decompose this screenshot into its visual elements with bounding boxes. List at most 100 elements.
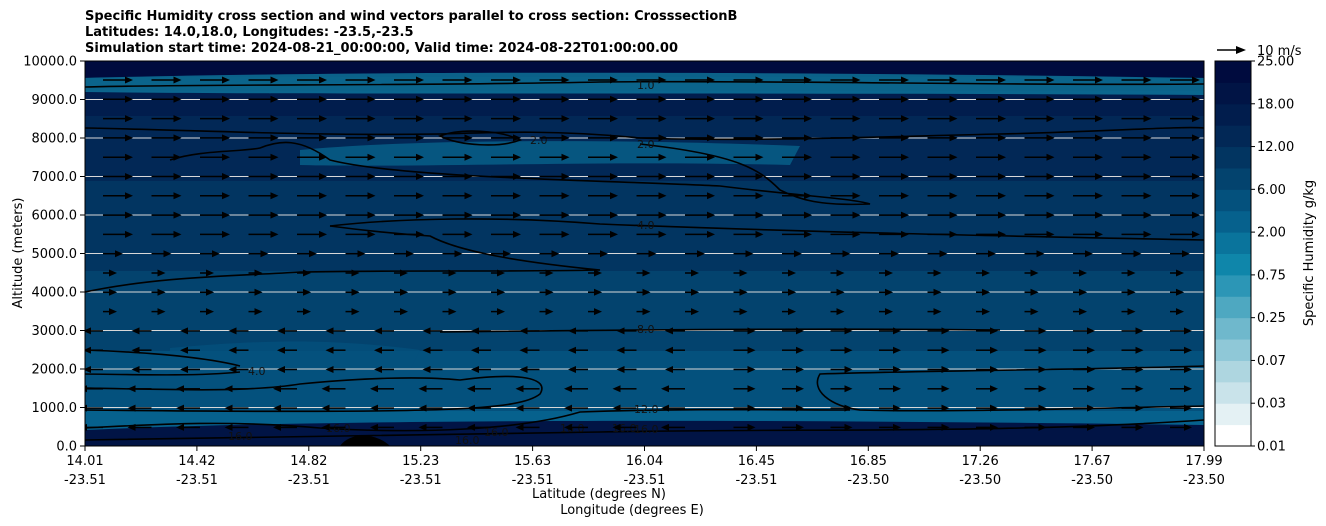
wind-arrow <box>733 385 756 393</box>
wind-arrow-head <box>545 308 554 316</box>
wind-arrow <box>830 230 861 238</box>
chart-title: Specific Humidity cross section and wind… <box>85 9 737 57</box>
wind-arrow <box>394 134 424 142</box>
wind-arrow <box>661 404 685 412</box>
wind-arrow-head <box>319 173 327 180</box>
wind-arrow-head <box>836 308 845 316</box>
wind-arrow <box>297 211 327 219</box>
wind-arrow-head <box>1176 288 1184 296</box>
wind-arrow <box>782 153 812 161</box>
wind-arrow <box>782 404 804 412</box>
wind-arrow <box>422 327 443 335</box>
wind-arrow-head <box>515 385 524 393</box>
colorbar-frame <box>1214 60 1252 447</box>
wind-arrow <box>665 366 685 373</box>
wind-arrow-head <box>755 211 764 219</box>
wind-arrow <box>1170 250 1190 258</box>
wind-arrow <box>1170 153 1200 161</box>
wind-arrow <box>442 250 463 258</box>
wind-arrow-head <box>1085 250 1093 258</box>
wind-arrow-head <box>448 308 457 316</box>
wind-arrow-head <box>836 269 845 277</box>
wind-arrow <box>588 211 618 219</box>
contour-line <box>85 419 1204 441</box>
wind-arrow-head <box>1143 211 1152 219</box>
wind-arrow-head <box>990 423 998 431</box>
wind-arrow-head <box>416 153 424 161</box>
wind-arrow <box>927 173 958 180</box>
wind-arrow <box>539 134 570 142</box>
wind-arrow <box>976 192 1006 200</box>
wind-arrow-head <box>852 153 861 161</box>
wind-arrow-head <box>658 173 667 180</box>
wind-arrow-head <box>273 423 281 431</box>
wind-arrow <box>151 134 182 142</box>
wind-arrow <box>830 76 861 84</box>
wind-arrow <box>1024 327 1047 335</box>
wind-arrow <box>370 385 394 393</box>
wind-arrow <box>879 173 909 180</box>
wind-arrow-head <box>852 95 861 103</box>
wind-arrow <box>1073 423 1095 431</box>
wind-arrow-head <box>665 346 673 354</box>
wind-arrow <box>127 404 152 412</box>
colorbar-segment <box>1215 125 1251 148</box>
wind-arrow <box>1073 115 1103 123</box>
wind-arrow <box>782 327 804 335</box>
wind-arrow <box>1073 192 1103 200</box>
wind-arrow-head <box>610 211 618 219</box>
wind-arrow <box>539 192 570 200</box>
wind-arrow-head <box>1095 211 1103 219</box>
wind-arrow <box>733 308 748 316</box>
y-tick-label: 0.0 <box>56 440 77 455</box>
wind-arrow <box>879 385 901 393</box>
wind-arrow-head <box>157 308 166 316</box>
wind-arrow-head <box>561 211 570 219</box>
wind-arrow-head <box>367 134 376 142</box>
wind-arrow-head <box>351 269 360 277</box>
wind-arrow-head <box>1079 269 1087 277</box>
wind-arrow-head <box>1135 404 1144 412</box>
wind-arrow <box>879 230 909 238</box>
wind-arrow <box>685 76 715 84</box>
wind-arrow-head <box>325 366 334 373</box>
wind-arrow-head <box>1135 385 1144 393</box>
wind-arrow-head <box>173 134 182 142</box>
wind-arrow <box>782 288 796 296</box>
wind-arrow-head <box>658 192 667 200</box>
wind-arrow-head <box>844 385 853 393</box>
wind-arrow-head <box>1133 250 1142 258</box>
wind-arrow <box>491 269 505 277</box>
wind-arrow-head <box>1079 308 1087 316</box>
x-tick-label-lat: 14.42 <box>178 454 215 469</box>
wind-arrow <box>879 211 909 219</box>
wind-arrow-head <box>642 308 651 316</box>
wind-arrow <box>151 76 182 84</box>
wind-arrow-head <box>747 327 756 335</box>
wind-arrow-head <box>844 423 853 431</box>
wind-arrow-head <box>115 250 123 258</box>
wind-arrow <box>180 366 200 373</box>
wind-arrow <box>345 192 376 200</box>
wind-arrow-head <box>988 250 996 258</box>
wind-arrow-head <box>418 404 427 412</box>
wind-arrow-head <box>464 76 473 84</box>
wind-arrow <box>1024 366 1047 373</box>
wind-arrow <box>442 269 457 277</box>
wind-arrow-head <box>1192 134 1200 142</box>
wind-arrow-head <box>804 95 812 103</box>
wind-arrow-head <box>374 346 382 354</box>
wind-arrow <box>830 327 853 335</box>
wind-arrow-head <box>206 269 214 277</box>
wind-arrow-head <box>464 153 473 161</box>
wind-arrow-head <box>600 250 608 258</box>
wind-arrow <box>374 327 394 335</box>
wind-arrow-head <box>319 95 327 103</box>
wind-arrow-head <box>691 308 699 316</box>
colorbar-tick-label: 12.00 <box>1257 140 1294 155</box>
wind-arrow-head <box>519 366 528 373</box>
wind-arrow-head <box>990 404 998 412</box>
wind-arrow-head <box>893 385 901 393</box>
wind-arrow-head <box>901 173 909 180</box>
wind-arrow-head <box>1046 95 1055 103</box>
